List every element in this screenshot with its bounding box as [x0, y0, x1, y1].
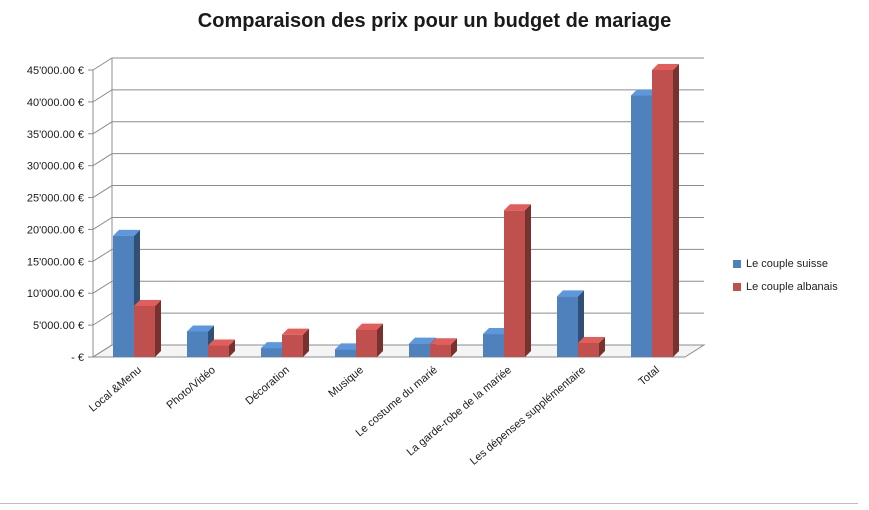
legend-item-albanais: Le couple albanais [733, 275, 838, 298]
bar [652, 64, 679, 357]
bar-front [652, 70, 673, 357]
y-tick-label: 5'000.00 € [33, 320, 84, 332]
x-tick-label: Décoration [243, 364, 291, 407]
legend-swatch-suisse [733, 259, 741, 268]
x-tick-label: Photo/Vidéo [164, 364, 217, 412]
x-tick-label: Le costume du marié [354, 364, 440, 439]
bar-front [356, 329, 377, 357]
bar-side [673, 64, 679, 357]
bar-front [134, 305, 155, 357]
bar-side [229, 339, 235, 357]
bar-top [578, 336, 605, 343]
bar-side [525, 204, 531, 357]
bar-front [282, 334, 303, 357]
y-tick-label: 15'000.00 € [27, 256, 84, 268]
bar-top [335, 343, 362, 350]
bar-top [409, 337, 436, 344]
bar-top [430, 338, 457, 345]
y-tick-label: 20'000.00 € [27, 224, 84, 236]
bar-front [483, 334, 504, 357]
bar [578, 336, 605, 357]
gridline [92, 280, 704, 294]
x-tick-label: Total [636, 364, 662, 388]
bar-side [377, 323, 383, 357]
y-tick-label: 40'000.00 € [27, 97, 84, 109]
bar-top [134, 299, 161, 306]
gridline [92, 121, 704, 135]
gridline [92, 216, 704, 230]
y-tick-label: 30'000.00 € [27, 161, 84, 173]
y-tick-label: 35'000.00 € [27, 129, 84, 141]
x-tick-label: Local &Menu [87, 364, 144, 414]
gridline [92, 57, 704, 71]
bottom-divider [0, 503, 858, 504]
bar-top [261, 342, 288, 349]
bar-top [208, 339, 235, 346]
legend-swatch-albanais [733, 282, 741, 291]
y-tick-label: - € [71, 352, 84, 364]
bar-front [335, 349, 356, 357]
gridline [92, 312, 704, 326]
bar-top [557, 290, 584, 297]
x-tick-label: Musique [326, 364, 366, 400]
legend-label-albanais: Le couple albanais [746, 280, 838, 293]
bar-side [451, 338, 457, 357]
bar [187, 325, 214, 357]
bar-top [282, 328, 309, 335]
y-tick-label: 10'000.00 € [27, 288, 84, 300]
gridline [92, 248, 704, 262]
bar-front [187, 331, 208, 357]
chart-legend: Le couple suisse Le couple albanais [733, 252, 838, 298]
bar-side [599, 336, 605, 357]
bar [504, 204, 531, 357]
bar-front [430, 344, 451, 357]
bar-side [303, 328, 309, 357]
bar-top [113, 229, 140, 236]
bar-front [557, 296, 578, 357]
bar-top [652, 64, 679, 70]
y-tick-label: 45'000.00 € [27, 65, 84, 77]
legend-label-suisse: Le couple suisse [746, 257, 828, 270]
bar [134, 299, 161, 357]
chart-floor [91, 344, 706, 358]
bar-top [483, 328, 510, 335]
bar-top [187, 325, 214, 332]
bar [430, 338, 457, 357]
bar [208, 339, 235, 357]
bar-front [113, 235, 134, 357]
bar-front [261, 348, 282, 357]
gridline [92, 153, 704, 167]
y-tick-label: 25'000.00 € [27, 193, 84, 205]
bar [282, 328, 309, 357]
bar-front [504, 210, 525, 357]
bar-top [631, 89, 658, 96]
gridline [92, 89, 704, 103]
bar-side [155, 299, 161, 357]
bar-front [409, 343, 430, 357]
bar-front [578, 342, 599, 357]
bar-front [208, 345, 229, 357]
bar-front [631, 95, 652, 357]
legend-item-suisse: Le couple suisse [733, 252, 838, 275]
gridline [92, 185, 704, 198]
x-tick-label: Les dépenses supplémentaire [468, 364, 588, 468]
bar-top [504, 204, 531, 211]
chart-title: Comparaison des prix pour un budget de m… [197, 10, 672, 32]
bar [356, 323, 383, 357]
bar-top [356, 323, 383, 330]
